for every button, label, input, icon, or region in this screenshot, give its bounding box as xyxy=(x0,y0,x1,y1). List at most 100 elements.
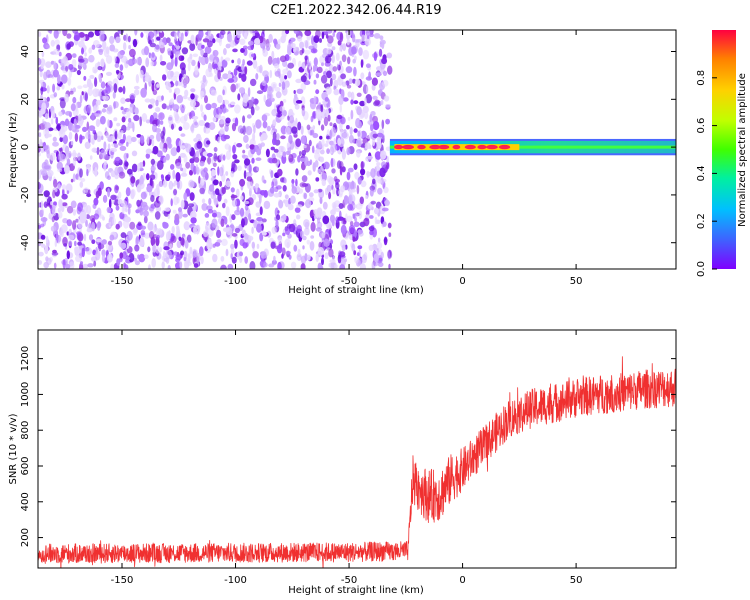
spectrogram-noise-speckle xyxy=(365,30,372,37)
snr-y-tick-labels: 200 400 600 800 1000 1200 xyxy=(20,346,31,547)
spectrogram-noise-speckle xyxy=(228,145,232,153)
spectrogram-noise-speckle xyxy=(243,170,247,180)
spectrogram-noise-speckle xyxy=(122,85,126,95)
spectrogram-noise-speckle xyxy=(86,169,89,177)
spectrogram-noise-speckle xyxy=(107,136,113,143)
spectrogram-noise-speckle xyxy=(352,236,356,242)
spectrogram-noise-speckle xyxy=(129,221,136,230)
spectrogram-noise-speckle xyxy=(318,140,322,149)
spectrogram-noise-speckle xyxy=(360,72,365,80)
spectrogram-noise-speckle xyxy=(136,199,141,207)
spectrogram-noise-speckle xyxy=(227,78,235,83)
colorbar-tick-label: 0.2 xyxy=(696,213,707,229)
spectrogram-noise-speckle xyxy=(152,123,157,133)
spectrogram-noise-speckle xyxy=(159,54,163,62)
spectrogram-noise-speckle xyxy=(115,185,120,191)
x-tick-label: 0 xyxy=(459,276,465,287)
spectrogram-noise-speckle xyxy=(259,64,263,74)
spectrogram-noise-speckle xyxy=(200,90,205,97)
spectrogram-noise-speckle xyxy=(81,91,84,96)
spectrogram-noise-speckle xyxy=(385,161,389,169)
spectrogram-noise-speckle xyxy=(113,143,119,148)
spectrogram-noise-speckle xyxy=(206,140,211,145)
spectrogram-noise-speckle xyxy=(374,99,380,106)
spectrogram-noise-speckle xyxy=(346,84,352,89)
spectrogram-noise-speckle xyxy=(91,239,96,244)
spectrogram-y-axis-label: Frequency (Hz) xyxy=(8,112,19,188)
spectrogram-noise-speckle xyxy=(289,115,295,124)
spectrogram-noise-speckle xyxy=(316,221,323,229)
spectrogram-noise-speckle xyxy=(120,97,126,104)
spectrogram-x-tick-labels: -150 -100 -50 0 50 xyxy=(111,276,583,287)
spectrogram-noise-speckle xyxy=(329,77,333,87)
spectrogram-noise-speckle xyxy=(38,251,44,257)
spectrogram-noise-speckle xyxy=(326,109,329,117)
spectrogram-noise-speckle xyxy=(370,200,376,205)
spectrogram-noise-speckle xyxy=(354,78,361,87)
spectrogram-noise-speckle xyxy=(370,168,376,178)
spectrogram-noise-speckle xyxy=(365,195,368,199)
spectrogram-noise-speckle xyxy=(85,219,88,227)
spectrogram-noise-speckle xyxy=(110,147,118,153)
spectrogram-noise-speckle xyxy=(180,107,185,113)
spectrogram-noise-speckle xyxy=(363,97,367,106)
spectrogram-noise-speckle xyxy=(157,160,164,171)
spectrogram-noise-speckle xyxy=(287,46,292,56)
spectrogram-noise-speckle xyxy=(314,152,321,161)
spectrogram-noise-speckle xyxy=(62,218,68,224)
spectrogram-noise-speckle xyxy=(53,92,58,98)
spectrogram-noise-speckle xyxy=(38,181,41,190)
spectrogram-noise-speckle xyxy=(343,129,347,134)
spectrogram-noise-speckle xyxy=(342,147,345,154)
spectrogram-noise-speckle xyxy=(93,69,97,74)
figure-title: C2E1.2022.342.06.44.R19 xyxy=(270,3,441,18)
spectrogram-noise-speckle xyxy=(353,100,359,105)
spectrogram-noise-speckle xyxy=(323,71,327,76)
spectrogram-noise-speckle xyxy=(81,47,84,55)
spectrogram-noise-speckle xyxy=(108,221,112,228)
spectrogram-noise-speckle xyxy=(262,218,267,223)
spectrogram-noise-speckle xyxy=(148,104,153,109)
spectrogram-noise-speckle xyxy=(284,194,289,199)
spectrogram-noise-speckle xyxy=(127,207,131,215)
spectrogram-noise-speckle xyxy=(125,98,132,103)
spectrogram-noise-speckle xyxy=(377,140,382,150)
spectrogram-noise-speckle xyxy=(337,216,345,221)
spectrogram-noise-speckle xyxy=(129,93,136,100)
spectrogram-noise-speckle xyxy=(285,227,291,235)
spectrogram-noise-speckle xyxy=(97,243,105,250)
spectrogram-noise-speckle xyxy=(237,58,241,65)
spectrogram-noise-speckle xyxy=(45,44,50,49)
spectrogram-noise-speckle xyxy=(248,213,252,221)
spectrogram-noise-speckle xyxy=(297,256,301,261)
spectrogram-noise-speckle xyxy=(342,43,347,51)
spectrogram-noise-speckle xyxy=(155,99,159,107)
spectrogram-noise-speckle xyxy=(167,265,171,269)
spectrogram-noise-speckle xyxy=(74,31,80,42)
spectrogram-noise-speckle xyxy=(51,216,55,223)
spectrogram-noise-speckle xyxy=(174,57,178,67)
spectrogram-noise-speckle xyxy=(139,237,145,247)
spectrogram-noise-speckle xyxy=(271,108,278,117)
spectrogram-noise-speckle xyxy=(156,132,162,142)
spectrogram-noise-speckle xyxy=(287,70,292,79)
spectrogram-noise-speckle xyxy=(164,207,171,212)
spectrogram-noise-speckle xyxy=(140,87,147,98)
spectrogram-noise-speckle xyxy=(189,43,196,51)
spectrogram-noise-speckle xyxy=(141,113,148,122)
x-tick-label: -50 xyxy=(341,276,357,287)
spectrogram-noise-speckle xyxy=(97,61,101,67)
spectrogram-ticks xyxy=(38,30,676,269)
spectrogram-noise-speckle xyxy=(215,211,222,218)
spectrogram-noise-speckle xyxy=(109,234,115,241)
spectrogram-noise-speckle xyxy=(300,157,305,163)
spectrogram-noise-speckle xyxy=(66,219,73,227)
spectrogram-noise-speckle xyxy=(161,95,164,101)
spectrogram-noise-speckle xyxy=(43,71,48,81)
spectrogram-noise-speckle xyxy=(91,112,95,121)
spectrogram-noise-speckle xyxy=(299,230,305,238)
spectrogram-noise-speckle xyxy=(356,252,360,256)
spectrogram-noise-speckle xyxy=(162,74,167,81)
spectrogram-noise-speckle xyxy=(353,163,358,170)
spectrogram-noise-speckle xyxy=(94,113,101,118)
